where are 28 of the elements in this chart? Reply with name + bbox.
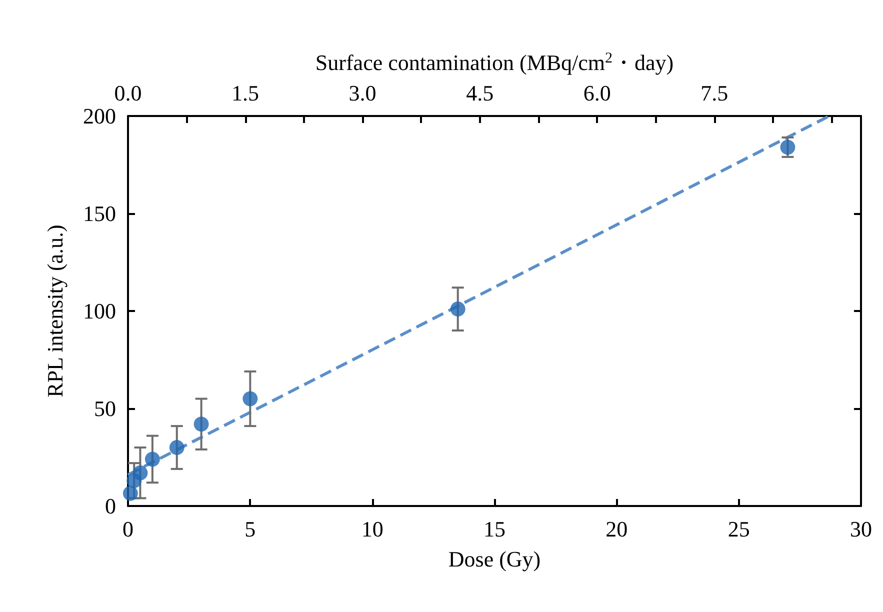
x-axis-title: Dose (Gy) [448, 546, 541, 572]
x2-tick-label: 7.5 [700, 80, 728, 106]
x-tick-label: 20 [606, 516, 628, 542]
x-tick-label: 0 [122, 516, 134, 542]
x-tick-label: 10 [361, 516, 384, 542]
x2-tick-label: 6.0 [583, 80, 611, 106]
point [194, 416, 209, 432]
x-tick-label: 5 [244, 516, 256, 542]
point [242, 391, 258, 406]
y-tick-label: 200 [83, 104, 116, 128]
x2-tick-label: 0.0 [114, 80, 142, 106]
y-tick-label: 150 [83, 201, 116, 226]
y-tick-label: 0 [105, 494, 116, 518]
x-tick-label: 15 [484, 516, 506, 542]
point [132, 465, 148, 480]
point [450, 302, 466, 317]
y-tick-label: 50 [94, 396, 116, 421]
y-axis-title: RPL intensity (a.u.) [42, 224, 68, 398]
point [169, 440, 184, 455]
x2-tick-label: 3.0 [348, 80, 376, 106]
x-tick-label: 25 [728, 516, 750, 542]
point [780, 140, 796, 155]
point [144, 452, 160, 467]
x2-tick-label: 1.5 [232, 80, 260, 106]
x2-tick-label: 4.5 [466, 80, 494, 106]
x-tick-label: 30 [850, 516, 872, 542]
point [122, 486, 138, 501]
y-tick-label: 100 [83, 298, 116, 324]
